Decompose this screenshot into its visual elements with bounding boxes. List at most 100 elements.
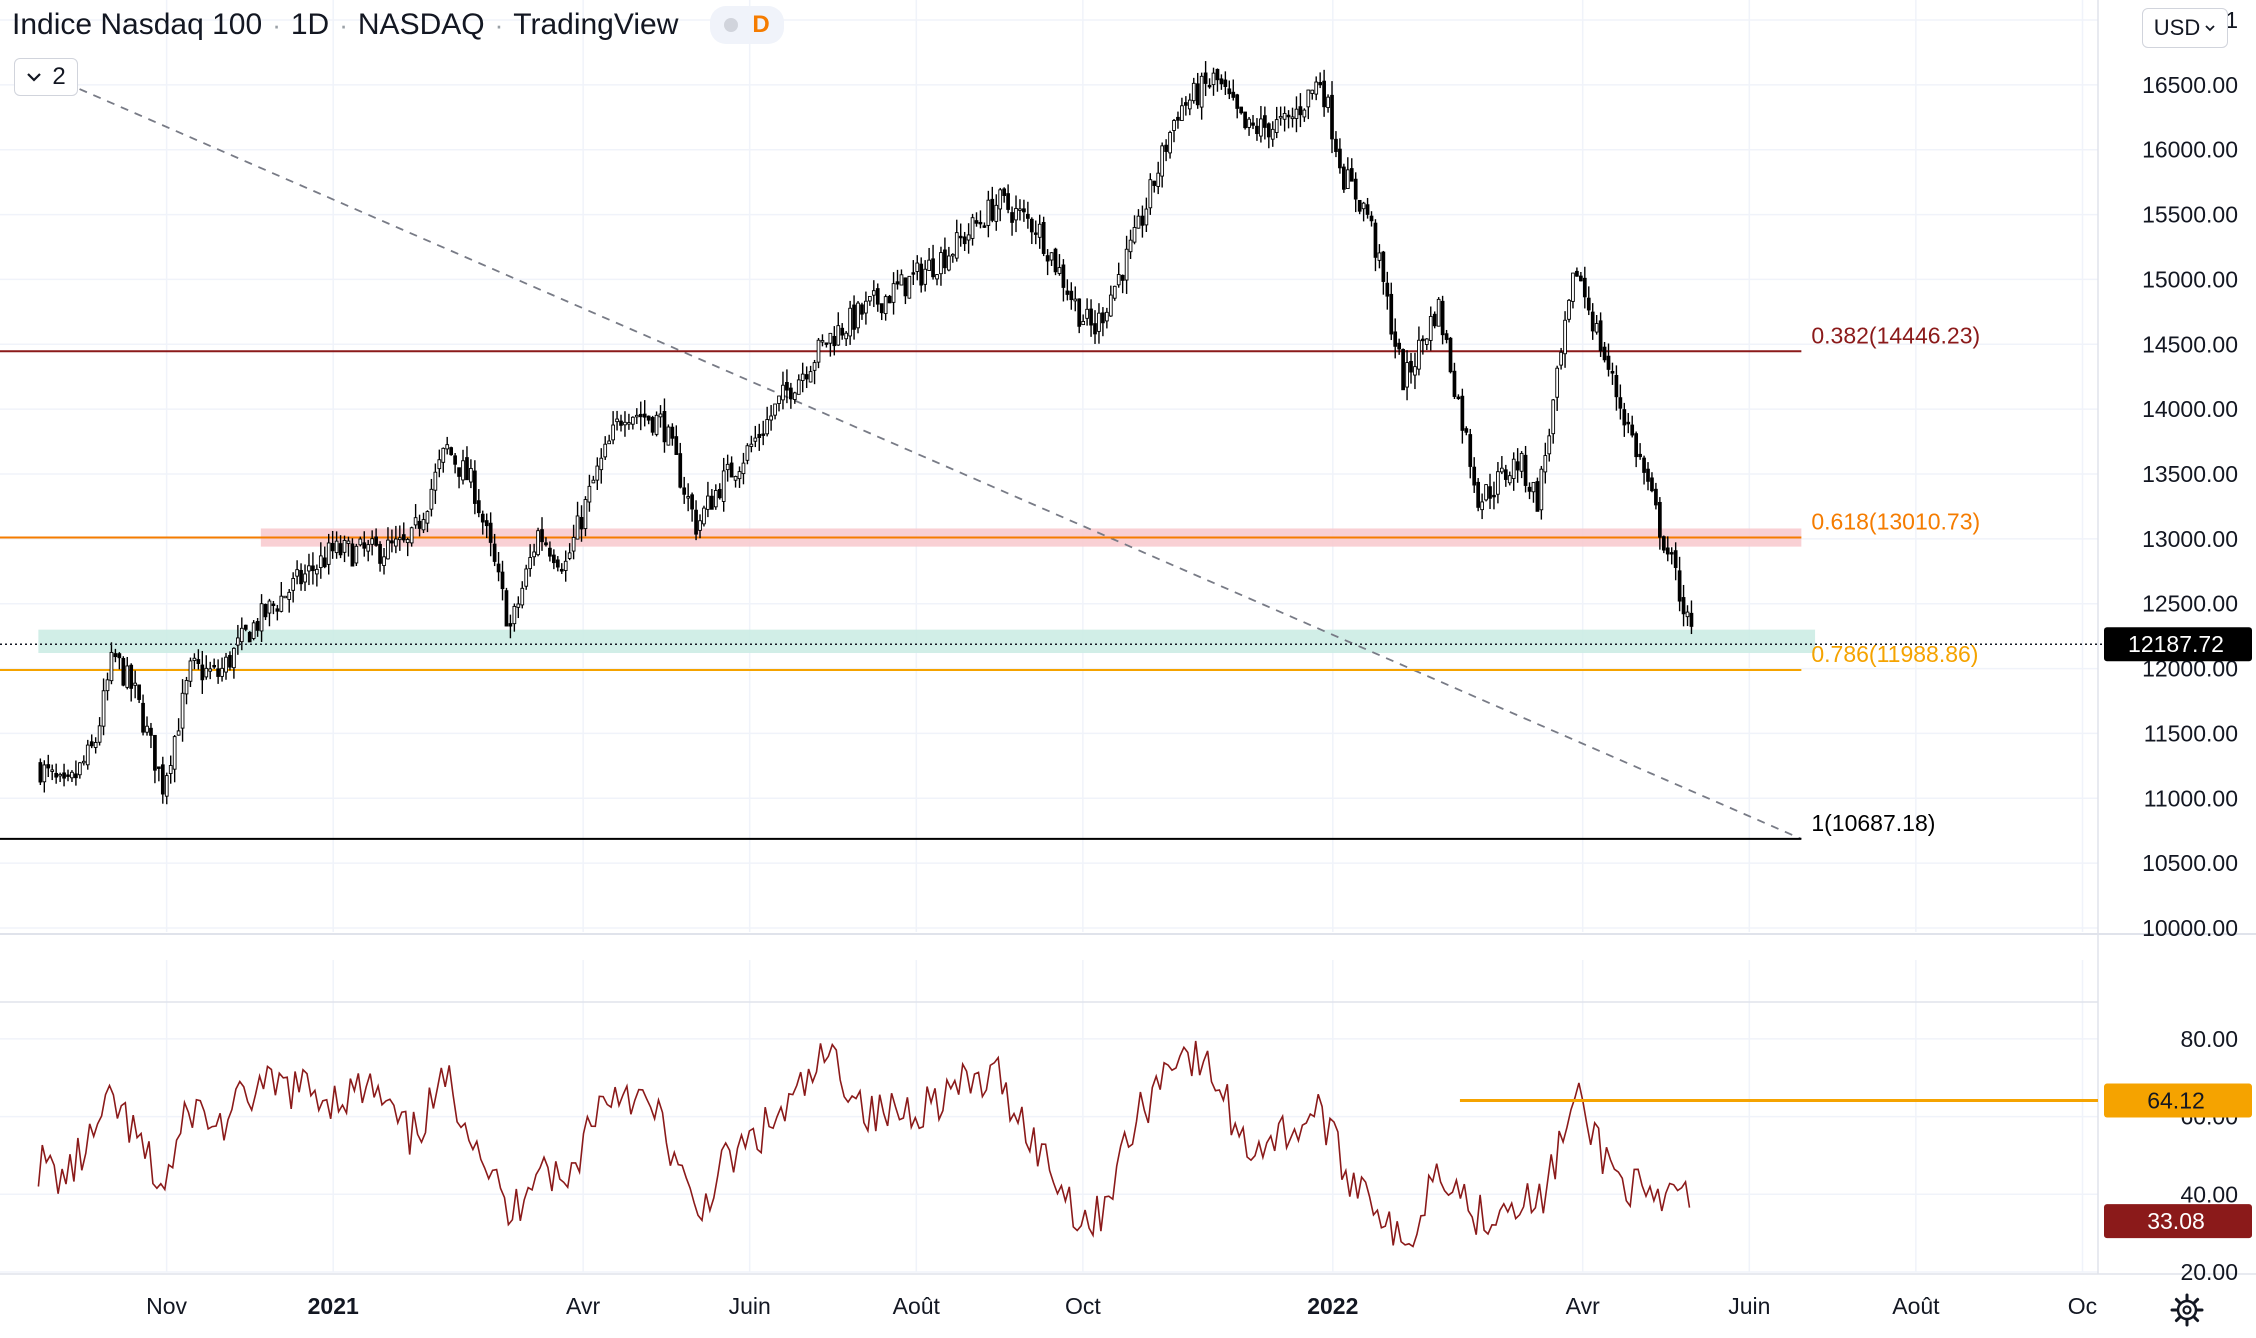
candle-body (445, 444, 450, 450)
price-axis[interactable]: 10000.0010500.0011000.0011500.0012000.00… (2142, 7, 2238, 941)
candle-body (1658, 501, 1662, 538)
price-tick-label: 11000.00 (2144, 785, 2238, 811)
candle-body (642, 413, 647, 418)
candle-body (1338, 148, 1342, 169)
candle-body (1496, 471, 1500, 495)
candle-body (1543, 455, 1548, 473)
time-tick-label: 2022 (1307, 1293, 1358, 1319)
rsi-last-value-label: 33.08 (2147, 1208, 2205, 1234)
candle-body (1417, 339, 1421, 370)
price-tick-label: 15000.00 (2142, 266, 2238, 292)
candle-body (1077, 298, 1082, 327)
candle-body (192, 657, 197, 661)
candle-body (824, 342, 829, 345)
candle-body (654, 414, 659, 435)
candle-body (836, 325, 841, 346)
candle-body (93, 742, 98, 748)
candle-body (595, 465, 600, 481)
candle-body (109, 651, 114, 682)
candle-body (74, 773, 78, 779)
candle-body (1065, 290, 1070, 295)
candle-body (121, 657, 126, 686)
candle-body (544, 542, 548, 546)
candle-body (1168, 132, 1172, 154)
candle-body (1444, 333, 1449, 340)
time-axis[interactable]: Nov 2021 Avr Juin Août Oct 2022 Avr Juin Août Oc (146, 1293, 2097, 1319)
candle-body (1310, 89, 1315, 94)
rsi-level-label-bg (2104, 1083, 2252, 1118)
candle-body (1472, 466, 1477, 486)
candle-body (180, 692, 185, 729)
candle-body (777, 395, 781, 404)
candle-body (160, 764, 165, 795)
candle-body (706, 495, 710, 510)
candle-body (1334, 138, 1338, 152)
symbol-name[interactable]: Indice Nasdaq 100 (12, 8, 263, 41)
market-status-badge[interactable]: D (710, 6, 784, 44)
candle-body (733, 476, 738, 481)
candle-body (879, 303, 884, 314)
currency-select[interactable]: USD (2142, 8, 2228, 48)
candle-body (1669, 552, 1674, 555)
candle-body (1112, 285, 1117, 299)
indicator-collapse-button[interactable]: 2 (14, 58, 78, 96)
price-labels: 12187.72 64.12 33.08 (2104, 627, 2252, 1239)
candle-body (998, 189, 1003, 210)
candle-body (117, 653, 122, 659)
candle-body (417, 520, 422, 529)
candle-body (1626, 421, 1631, 425)
candle-body (1602, 346, 1607, 361)
fibonacci-retracement[interactable]: 0.382(14446.23) 0.618(13010.73) 0.786(1198… (0, 322, 1980, 840)
candle-body (974, 220, 979, 224)
candle-body (496, 563, 501, 573)
candle-body (567, 552, 572, 559)
candle-body (1594, 323, 1599, 333)
candle-body (1160, 145, 1165, 177)
candle-body (1211, 72, 1216, 86)
candle-body (702, 507, 706, 525)
candle-body (101, 690, 106, 727)
candle-body (753, 437, 758, 442)
candle-body (1097, 312, 1101, 332)
candle-body (255, 621, 260, 631)
candle-body (871, 290, 876, 296)
time-tick-label: 2021 (308, 1293, 359, 1319)
candle-body (208, 668, 213, 672)
time-tick-label: Oc (2068, 1293, 2097, 1319)
candle-body (1243, 111, 1247, 129)
candle-body (1255, 125, 1259, 135)
candle-body (650, 417, 655, 433)
candle-body (232, 647, 236, 669)
candle-body (1373, 222, 1378, 258)
candle-body (883, 296, 888, 315)
fib-level-label: 0.618(13010.73) (1811, 508, 1980, 534)
candle-body (634, 414, 639, 418)
chart-settings-button[interactable] (2167, 1290, 2207, 1330)
candle-body (1227, 88, 1232, 95)
candle-body (1266, 123, 1271, 138)
candle-body (473, 470, 477, 504)
candle-body (1610, 370, 1615, 374)
candle-body (1176, 116, 1180, 121)
candle-body (1409, 360, 1413, 373)
candle-body (1365, 204, 1370, 215)
candle-body (46, 764, 51, 769)
candle-body (619, 420, 623, 426)
candle-body (89, 741, 94, 747)
candle-body (1180, 105, 1184, 121)
candle-body (1405, 362, 1409, 388)
candle-body (1630, 424, 1635, 436)
candle-body (500, 571, 505, 590)
pane-separator[interactable] (0, 0, 2256, 1275)
interval-label[interactable]: 1D (290, 8, 330, 41)
candle-body (923, 268, 928, 285)
candle-body (318, 555, 323, 569)
candle-body (1029, 218, 1034, 233)
candle-body (1377, 252, 1382, 261)
candle-body (315, 568, 319, 575)
price-tick-label: 16000.00 (2142, 137, 2238, 163)
candle-body (749, 443, 754, 447)
candle-body (931, 258, 935, 278)
